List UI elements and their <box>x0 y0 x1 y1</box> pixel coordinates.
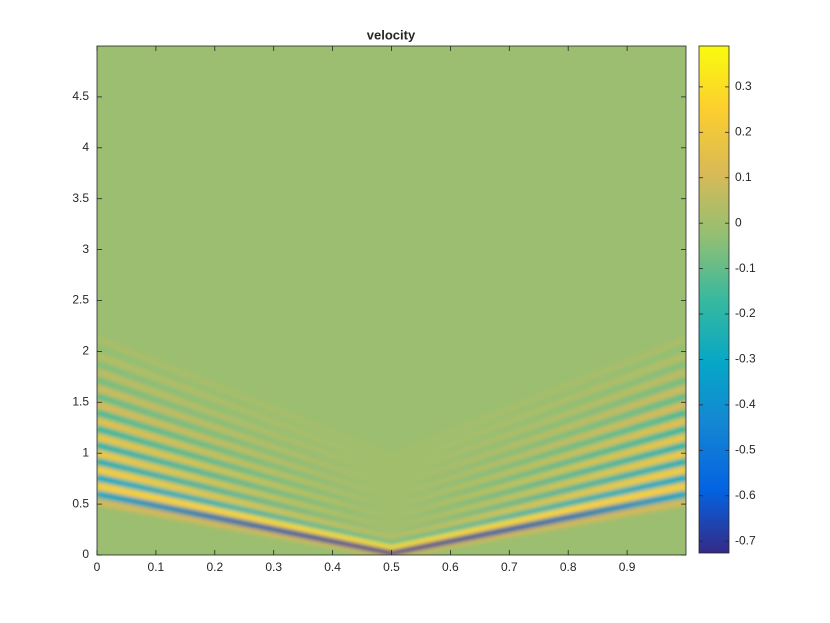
stripe <box>97 400 686 500</box>
colorbar-tick-label: 0.2 <box>735 124 752 138</box>
colorbar-tick-label: 0.1 <box>735 170 752 184</box>
colorbar-tick-label: -0.2 <box>735 306 756 320</box>
stripe <box>97 433 686 520</box>
x-tick-label: 0.2 <box>206 560 223 574</box>
stripe <box>97 474 686 546</box>
y-tick-label: 3 <box>82 242 89 256</box>
field <box>97 335 686 555</box>
y-tick-label: 1 <box>82 445 89 459</box>
colorbar-tick-label: -0.1 <box>735 261 756 275</box>
stripe <box>97 376 686 485</box>
stripe <box>97 392 686 495</box>
colorbar-tick-label: -0.4 <box>735 397 756 411</box>
stripe <box>97 498 686 555</box>
stripe <box>97 384 686 490</box>
x-tick-label: 0.8 <box>560 560 577 574</box>
colorbar-tick-label: 0.3 <box>735 79 752 93</box>
stripe <box>97 417 686 510</box>
stripe <box>97 425 686 515</box>
x-tick-label: 0.9 <box>619 560 636 574</box>
stripe <box>97 457 686 536</box>
y-tick-label: 2 <box>82 344 89 358</box>
stripe <box>97 344 686 464</box>
y-tick-label: 2.5 <box>72 293 89 307</box>
stripe <box>97 335 686 459</box>
x-tick-label: 0.5 <box>383 560 400 574</box>
y-tick-label: 3.5 <box>72 191 89 205</box>
stripe <box>97 482 686 551</box>
x-tick-label: 0.1 <box>148 560 165 574</box>
x-tick-label: 0 <box>94 560 101 574</box>
colorbar-tick-label: -0.3 <box>735 352 756 366</box>
stripe <box>97 409 686 505</box>
colorbar-tick-label: -0.7 <box>735 533 756 547</box>
x-tick-label: 0.7 <box>501 560 518 574</box>
colorbar <box>699 46 729 553</box>
stripe <box>97 466 686 541</box>
x-tick-label: 0.6 <box>442 560 459 574</box>
stripe <box>97 352 686 469</box>
x-tick-label: 0.4 <box>324 560 341 574</box>
y-tick-label: 4 <box>82 140 89 154</box>
y-tick-label: 0 <box>82 547 89 561</box>
chart-title: velocity <box>367 27 416 42</box>
y-tick-label: 0.5 <box>72 496 89 510</box>
x-tick-label: 0.3 <box>265 560 282 574</box>
colorbar-tick-label: -0.6 <box>735 488 756 502</box>
y-tick-label: 4.5 <box>72 89 89 103</box>
y-tick-label: 1.5 <box>72 394 89 408</box>
stripe <box>97 441 686 525</box>
colorbar-tick-label: 0 <box>735 215 742 229</box>
stripe <box>97 360 686 475</box>
colorbar-tick-label: -0.5 <box>735 442 756 456</box>
colorbar-frame <box>698 45 730 554</box>
stripe <box>97 368 686 480</box>
stripe <box>97 449 686 530</box>
